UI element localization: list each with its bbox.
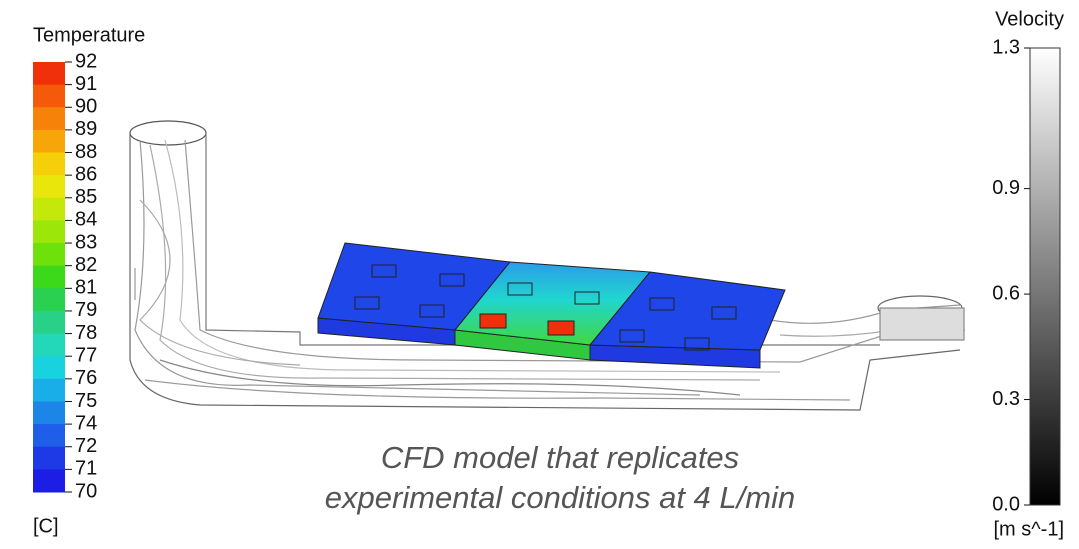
cfd-figure: Temperature [C] 929190898886858483828179… xyxy=(0,0,1079,549)
plates xyxy=(318,243,785,368)
color-band xyxy=(33,288,65,311)
tick-label: 89 xyxy=(75,118,97,140)
tick-label: 72 xyxy=(75,435,97,457)
color-band xyxy=(33,266,65,289)
tick-label: 85 xyxy=(75,186,97,208)
color-band xyxy=(33,130,65,153)
legend-title: Temperature xyxy=(33,24,145,46)
legend-unit: [C] xyxy=(33,515,59,537)
color-band xyxy=(33,379,65,402)
color-band xyxy=(33,469,65,492)
color-bar xyxy=(1030,48,1060,505)
color-band xyxy=(33,447,65,470)
color-band xyxy=(33,107,65,130)
temperature-legend: Temperature [C] 929190898886858483828179… xyxy=(33,24,145,537)
legend-unit: [m s^-1] xyxy=(994,518,1065,540)
tick-label: 83 xyxy=(75,231,97,253)
tick-label: 0.0 xyxy=(992,493,1020,515)
tick-label: 88 xyxy=(75,141,97,163)
color-band xyxy=(33,334,65,357)
color-band xyxy=(33,220,65,243)
tick-label: 91 xyxy=(75,73,97,95)
tick-label: 78 xyxy=(75,322,97,344)
tick-label: 79 xyxy=(75,299,97,321)
tick-label: 74 xyxy=(75,412,97,434)
tick-label: 0.3 xyxy=(992,388,1020,410)
color-band xyxy=(33,198,65,221)
tick-label: 0.9 xyxy=(992,177,1020,199)
figure: Temperature [C] 929190898886858483828179… xyxy=(0,0,1079,549)
tick-label: 75 xyxy=(75,390,97,412)
tick-label: 86 xyxy=(75,163,97,185)
velocity-legend: Velocity [m s^-1] 1.3 0.9 0.6 0.3 0.0 xyxy=(992,8,1064,540)
color-band xyxy=(33,153,65,176)
color-band xyxy=(33,401,65,424)
tick-label: 92 xyxy=(75,50,97,72)
legend-title: Velocity xyxy=(995,8,1064,30)
tick-label: 70 xyxy=(75,480,97,502)
tick-label: 1.3 xyxy=(992,36,1020,58)
tick-label: 76 xyxy=(75,367,97,389)
color-band xyxy=(33,243,65,266)
tick-label: 0.6 xyxy=(992,282,1020,304)
color-band xyxy=(33,424,65,447)
caption: CFD model that replicates xyxy=(381,440,739,475)
color-band xyxy=(33,175,65,198)
tick-label: 84 xyxy=(75,209,97,231)
tick-label: 77 xyxy=(75,344,97,366)
tick-label: 90 xyxy=(75,96,97,118)
color-band xyxy=(33,311,65,334)
color-band xyxy=(33,356,65,379)
color-band xyxy=(33,85,65,108)
tick-label: 82 xyxy=(75,254,97,276)
color-band xyxy=(33,62,65,85)
caption: experimental conditions at 4 L/min xyxy=(325,480,795,515)
tick-label: 71 xyxy=(75,458,97,480)
tick-label: 81 xyxy=(75,277,97,299)
